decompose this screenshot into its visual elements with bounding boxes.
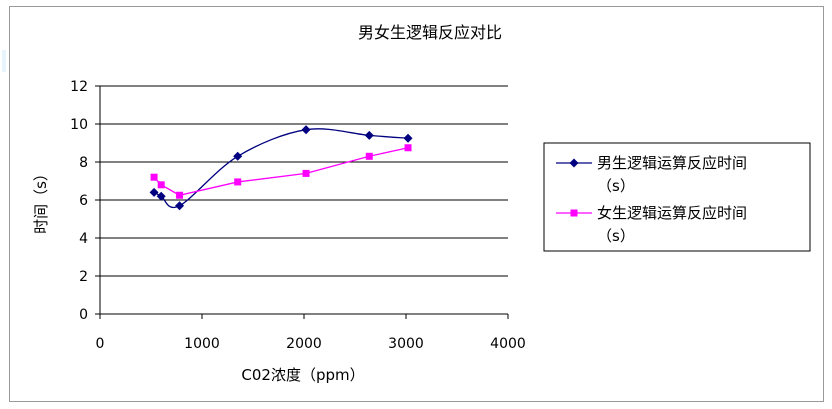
y-tick-label-4: 8 (79, 155, 88, 171)
side-accent-bar (2, 50, 6, 72)
series-1-point-3 (234, 178, 242, 186)
legend-label-1: 女生逻辑运算反应时间 (597, 204, 747, 222)
x-tick-label-3: 3000 (388, 336, 424, 352)
series-0-point-2 (175, 201, 185, 211)
series-0-line (153, 128, 409, 208)
legend-swatch-marker-1 (570, 209, 578, 217)
y-tick-label-2: 4 (79, 231, 88, 247)
legend-label-unit-1: （s） (597, 227, 635, 245)
series-0-point-0 (149, 187, 159, 197)
legend-swatch-marker-0 (569, 158, 579, 168)
y-tick-label-0: 0 (79, 307, 88, 323)
series-1-point-5 (365, 152, 373, 160)
x-axis-title: C02浓度（ppm） (241, 366, 364, 384)
chart-title: 男女生逻辑反应对比 (358, 23, 502, 42)
y-tick-label-6: 12 (70, 79, 88, 95)
series-1-point-6 (404, 144, 412, 152)
y-tick-label-3: 6 (79, 193, 88, 209)
x-tick-label-0: 0 (96, 336, 105, 352)
x-tick-label-4: 4000 (490, 336, 526, 352)
series-1-point-1 (157, 181, 165, 189)
series-0-point-5 (364, 130, 374, 140)
x-tick-label-1: 1000 (184, 336, 220, 352)
x-tick-label-2: 2000 (286, 336, 322, 352)
series-0-point-6 (403, 133, 413, 143)
y-axis-title: 时间（s） (32, 166, 50, 234)
series-0-point-3 (233, 151, 243, 161)
legend-label-0: 男生逻辑运算反应时间 (597, 154, 747, 172)
series-1-point-2 (176, 191, 184, 199)
legend: 男生逻辑运算反应时间 （s） 女生逻辑运算反应时间 （s） (543, 142, 811, 252)
y-tick-label-1: 2 (79, 269, 88, 285)
series-1-point-4 (302, 169, 310, 177)
series-0-point-1 (156, 191, 166, 201)
legend-box (543, 142, 811, 252)
y-tick-label-5: 10 (70, 117, 88, 133)
legend-label-unit-0: （s） (597, 177, 635, 195)
plot-area: 0 2 4 6 8 10 12 0 1000 2000 3000 4000 (70, 79, 526, 352)
series-0-point-4 (301, 125, 311, 135)
series-1-point-0 (150, 173, 158, 181)
